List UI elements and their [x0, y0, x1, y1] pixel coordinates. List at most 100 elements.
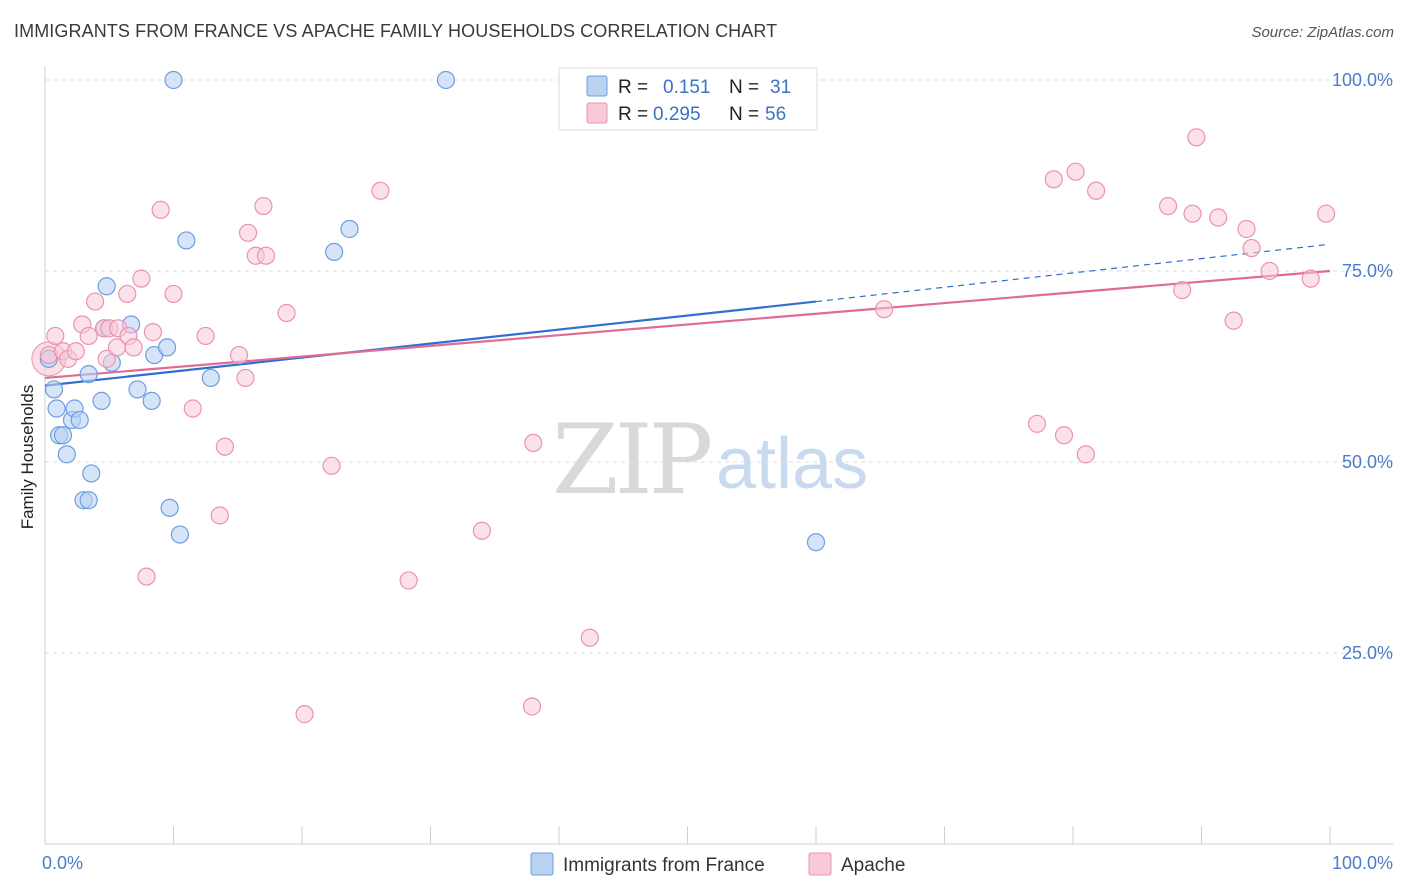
data-point-pink: [1076, 445, 1095, 464]
data-point-pink: [371, 181, 390, 200]
data-point-blue: [53, 426, 73, 445]
data-point-pink: [1301, 269, 1320, 288]
watermark-atlas: atlas: [716, 424, 868, 504]
data-point-pink: [151, 200, 170, 219]
data-point-pink: [236, 368, 255, 388]
data-point-pink: [124, 338, 143, 357]
data-point-pink: [322, 456, 341, 475]
x-tick-label: 100.0%: [1332, 853, 1393, 873]
data-point-pink: [295, 705, 314, 724]
bottom-legend-swatch-pink: [808, 852, 832, 876]
data-point-blue: [436, 70, 456, 90]
data-point-pink: [164, 284, 183, 304]
data-point-pink: [256, 246, 276, 265]
data-point-pink: [277, 303, 296, 323]
data-point-pink: [196, 326, 215, 346]
data-point-pink: [524, 433, 543, 452]
y-axis-label: Family Households: [18, 385, 37, 530]
data-point-pink: [210, 506, 229, 525]
data-point-blue: [170, 525, 190, 544]
data-point-blue: [79, 365, 98, 384]
data-point-pink: [1187, 128, 1206, 147]
axes: [44, 66, 1393, 845]
legend-n-label: N =: [729, 77, 759, 98]
data-point-blue: [160, 498, 179, 517]
y-tick-label: 100.0%: [1332, 70, 1393, 90]
data-point-pink: [137, 567, 156, 586]
data-point-blue: [340, 219, 359, 239]
legend-swatch-pink: [586, 102, 608, 124]
data-point-pink: [79, 326, 98, 346]
data-point-pink: [229, 345, 249, 365]
data-point-pink: [215, 437, 234, 456]
x-tick-labels: 0.0% 100.0%: [42, 853, 1393, 873]
data-point-pink: [580, 628, 599, 647]
data-point-blue: [82, 464, 101, 483]
watermark-zip: ZIP: [552, 404, 711, 516]
data-point-pink: [143, 323, 163, 342]
y-tick-label: 75.0%: [1342, 261, 1393, 281]
data-point-blue: [806, 533, 826, 552]
data-point-pink: [875, 300, 894, 319]
data-point-pink: [1224, 311, 1243, 330]
data-point-pink: [183, 399, 202, 418]
gridlines: [45, 79, 1393, 654]
data-point-pink: [399, 571, 418, 590]
data-point-pink: [1066, 162, 1085, 181]
data-point-pink: [132, 269, 151, 288]
data-point-pink: [472, 521, 491, 540]
data-point-blue: [325, 242, 344, 261]
data-point-blue: [92, 391, 111, 410]
data-point-blue: [70, 410, 89, 430]
bottom-legend-label-blue: Immigrants from France: [563, 855, 765, 876]
data-point-pink: [1054, 426, 1074, 445]
legend-row-pink: R = 0.295 N = 56: [586, 102, 786, 125]
data-point-pink: [86, 292, 105, 311]
data-point-pink: [46, 326, 65, 346]
source-text: Source: ZipAtlas.com: [1251, 24, 1394, 41]
data-point-pink: [1237, 219, 1256, 239]
legend-r-value: 0.151: [663, 77, 711, 98]
data-point-pink: [1209, 208, 1228, 227]
legend-n-value: 31: [770, 77, 791, 98]
legend-r-label: R =: [618, 104, 648, 125]
data-point-blue: [97, 277, 116, 296]
data-point-pink: [238, 223, 258, 242]
data-point-pink: [1173, 281, 1192, 300]
data-point-pink: [1027, 414, 1047, 433]
x-tick-label: 0.0%: [42, 853, 83, 873]
data-point-blue: [157, 338, 177, 357]
data-point-pink: [118, 284, 137, 304]
data-point-pink: [1317, 204, 1336, 223]
legend-swatch-blue: [586, 75, 608, 97]
bottom-legend-label-pink: Apache: [841, 855, 905, 876]
legend-row-blue: R = 0.151 N = 31: [586, 75, 791, 98]
data-point-blue: [79, 491, 98, 510]
data-point-blue: [177, 231, 196, 250]
legend-box: R = 0.151 N = 31 R = 0.295 N = 56: [558, 67, 818, 131]
legend-r-value: 0.295: [653, 104, 701, 125]
legend-n-label: N =: [729, 104, 759, 125]
y-tick-label: 25.0%: [1342, 643, 1393, 663]
data-point-blue: [47, 399, 66, 418]
bottom-legend: Immigrants from France Apache: [530, 852, 905, 876]
chart-title: IMMIGRANTS FROM FRANCE VS APACHE FAMILY …: [14, 21, 778, 41]
trend-line-pink: [44, 269, 1331, 380]
data-point-blue: [201, 368, 220, 388]
watermark: ZIP atlas: [552, 404, 868, 516]
data-point-pink: [1183, 204, 1202, 223]
trend-line-blue: [44, 300, 817, 387]
trend-line-blue-extension: [815, 243, 1331, 303]
data-point-pink: [254, 196, 273, 216]
y-tick-label: 50.0%: [1342, 452, 1393, 472]
data-point-pink: [522, 697, 542, 716]
legend-r-label: R =: [618, 77, 648, 98]
legend-n-value: 56: [765, 104, 786, 125]
data-point-blue: [44, 380, 64, 399]
data-point-pink: [1242, 238, 1261, 258]
data-point-blue: [164, 70, 183, 90]
data-point-pink: [1087, 181, 1106, 200]
y-tick-labels: 25.0% 50.0% 75.0% 100.0%: [1332, 70, 1393, 663]
data-points: [31, 70, 1336, 724]
